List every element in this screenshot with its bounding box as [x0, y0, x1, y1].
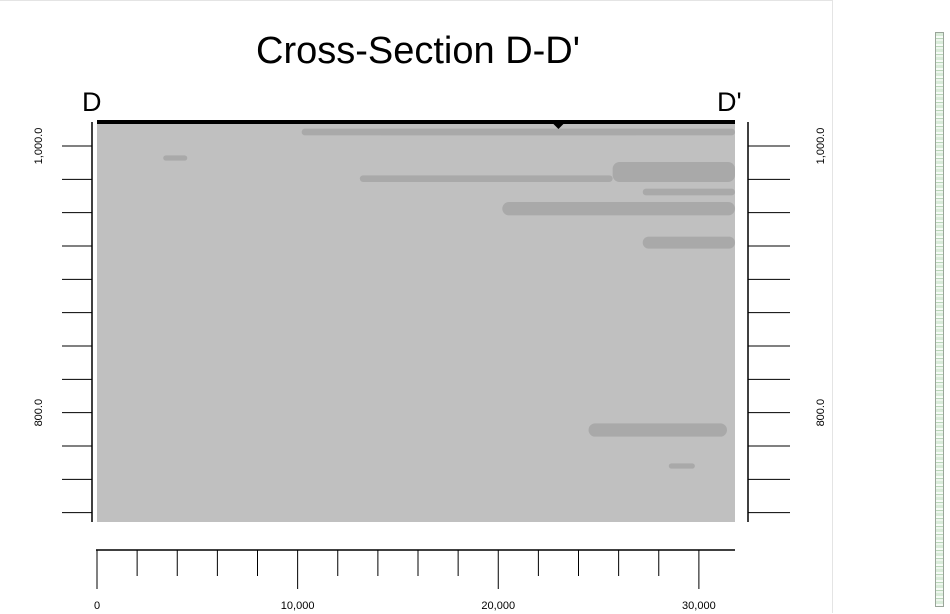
section-start-label: D: [82, 87, 102, 117]
right-tick-label: 800.0: [815, 399, 827, 427]
section-background: [97, 122, 735, 522]
distance-tick-label: 0: [94, 600, 100, 612]
side-scroll-strip[interactable]: [935, 32, 944, 607]
zone-5: [642, 188, 735, 196]
distance-tick-label: 30,000: [682, 600, 716, 612]
distance-axis: 0 10,000 20,000 30,000: [94, 549, 735, 612]
zone-3: [359, 175, 613, 182]
distance-tick-label: 10,000: [281, 600, 315, 612]
distance-tick-label: 20,000: [481, 600, 515, 612]
well-marker: [552, 123, 565, 129]
zone-8: [588, 423, 727, 437]
zone-4: [612, 162, 735, 182]
zone-1: [301, 128, 735, 136]
chart-title: Cross-Section D-D': [256, 30, 580, 72]
section-end-label: D': [717, 87, 742, 117]
plot-area: [97, 120, 735, 522]
left-elevation-axis: 1,000.0 800.0: [33, 122, 93, 522]
cross-section-canvas: Cross-Section D-D' D D' 1,000.0 800.0 1,0…: [0, 0, 833, 613]
left-tick-label: 1,000.0: [33, 128, 45, 165]
zone-7: [642, 236, 735, 249]
right-tick-label: 1,000.0: [815, 128, 827, 165]
right-elevation-axis: 1,000.0 800.0: [747, 122, 827, 522]
left-tick-label: 800.0: [33, 399, 45, 427]
cross-section-chart: Cross-Section D-D' D D' 1,000.0 800.0 1,0…: [33, 30, 827, 612]
zone-2: [163, 155, 188, 161]
zone-6: [502, 202, 735, 216]
zone-9: [668, 463, 695, 469]
